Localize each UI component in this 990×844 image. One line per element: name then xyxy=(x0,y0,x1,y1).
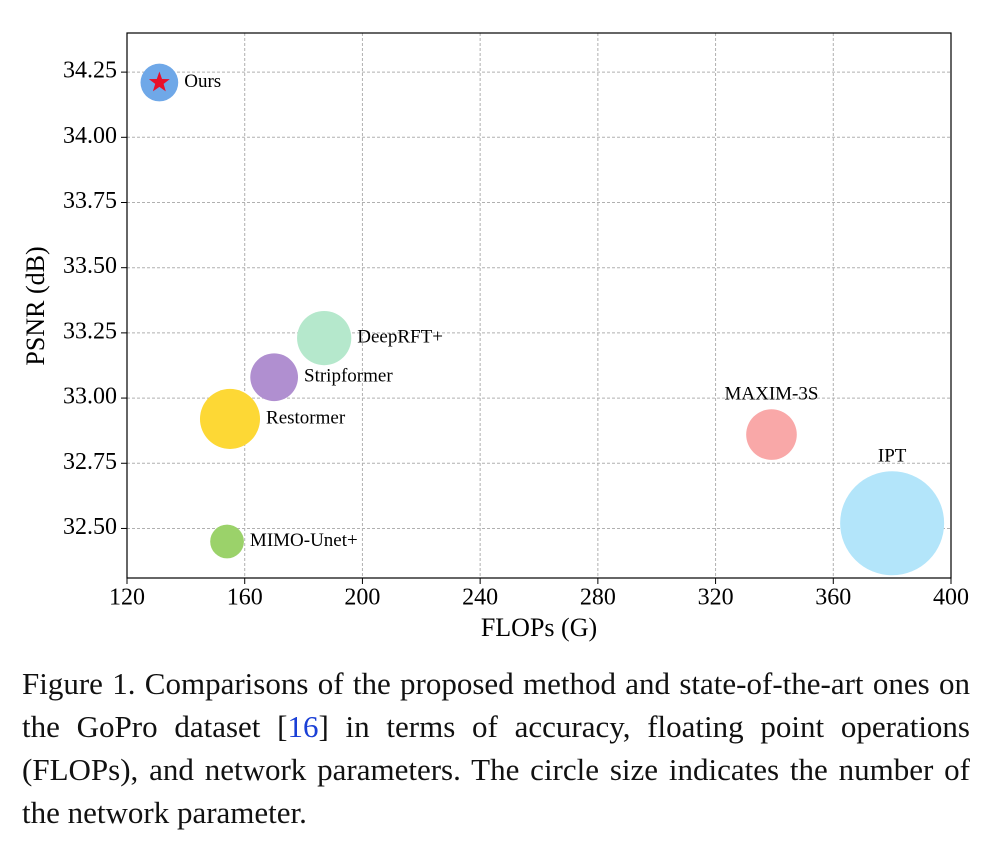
point-label: Stripformer xyxy=(304,366,393,387)
x-tick-label: 120 xyxy=(109,585,145,611)
bubble xyxy=(199,388,261,449)
bubble xyxy=(250,353,299,402)
y-tick-label: 34.25 xyxy=(63,58,117,84)
x-tick-label: 200 xyxy=(344,585,380,611)
bubble xyxy=(210,524,244,559)
point-label: DeepRFT+ xyxy=(357,326,443,347)
y-tick-label: 32.75 xyxy=(63,449,117,475)
x-tick-label: 400 xyxy=(933,585,969,611)
caption: Figure 1. Comparisons of the proposed me… xyxy=(22,662,970,834)
plot-frame xyxy=(126,32,952,579)
point-label: MIMO-Unet+ xyxy=(250,530,358,551)
bubble xyxy=(746,409,797,460)
point-label: Restormer xyxy=(266,407,346,428)
chart: FLOPs (G) PSNR (dB) 120 160 200 240 280 320 36… xyxy=(21,32,969,642)
y-axis-label: PSNR (dB) xyxy=(21,246,50,365)
y-tick-label: 33.75 xyxy=(63,188,117,214)
bubble xyxy=(840,471,945,576)
y-tick-label: 33.00 xyxy=(63,384,117,410)
y-tick-label: 33.50 xyxy=(63,253,117,279)
y-tick-label: 34.00 xyxy=(63,123,117,149)
bubble xyxy=(297,310,352,366)
star-marker xyxy=(148,71,170,92)
x-tick-label: 160 xyxy=(227,585,263,611)
x-tick-label: 280 xyxy=(580,585,616,611)
x-axis-label: FLOPs (G) xyxy=(481,613,597,642)
point-label: IPT xyxy=(878,446,907,467)
point-label: Ours xyxy=(184,71,221,92)
y-tick-label: 33.25 xyxy=(63,318,117,344)
point-label: MAXIM-3S xyxy=(725,384,819,405)
caption-text: ] in terms of accuracy, floating point o… xyxy=(22,709,970,830)
x-tick-label: 240 xyxy=(462,585,498,611)
caption-text: Figure 1. Comparisons of the proposed me… xyxy=(22,666,970,744)
citation: 16 xyxy=(287,709,319,744)
x-tick-label: 360 xyxy=(815,585,851,611)
x-tick-label: 320 xyxy=(698,585,734,611)
y-tick-label: 32.50 xyxy=(63,514,117,540)
